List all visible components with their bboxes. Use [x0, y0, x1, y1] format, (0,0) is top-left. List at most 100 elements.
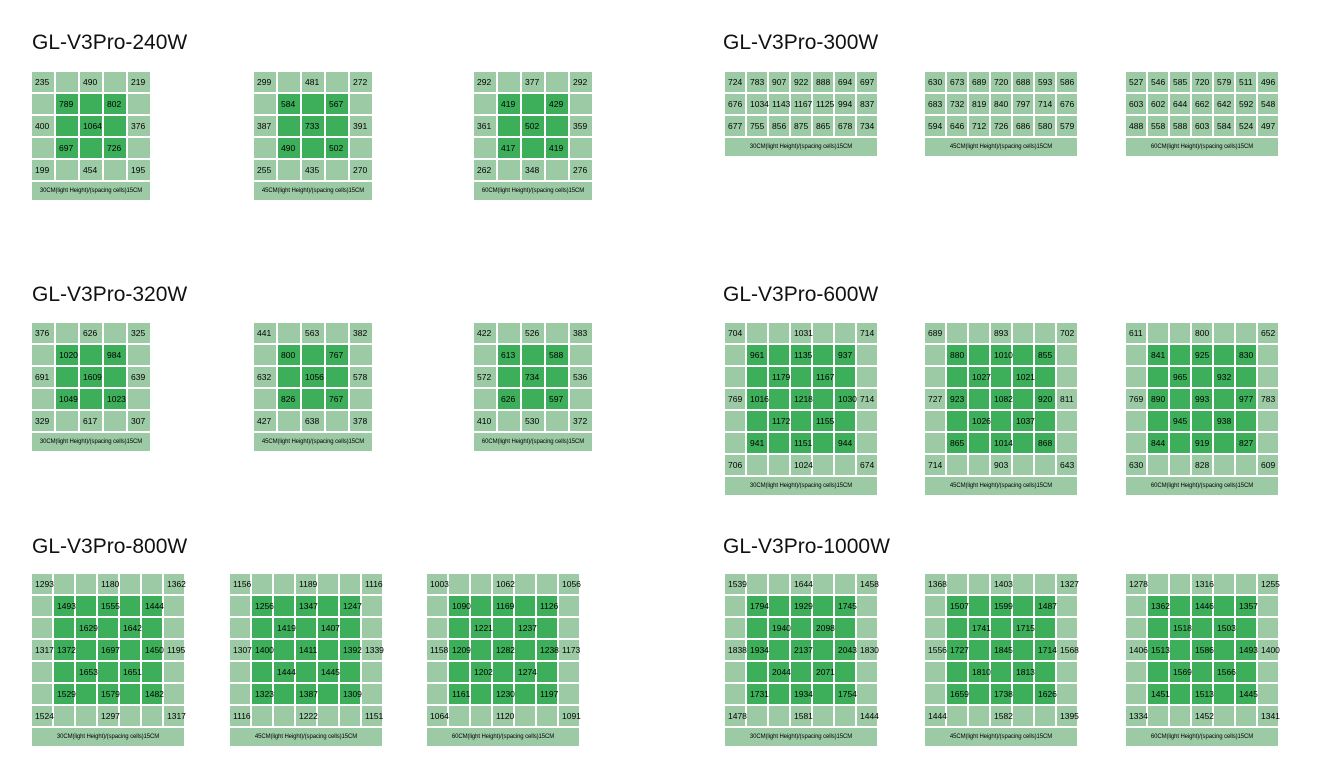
ppfd-cell: 1745: [835, 596, 857, 616]
grid-caption: 60CM(light Height)/(spacing cells)15CM: [1126, 477, 1278, 495]
ppfd-cell: [449, 706, 469, 726]
ppfd-cell: 1697: [98, 640, 120, 660]
ppfd-cell: [725, 433, 745, 453]
ppfd-cell: [559, 684, 579, 704]
grid-caption: 60CM(light Height)/(spacing cells)15CM: [427, 728, 579, 746]
product-title: GL-V3Pro-800W: [32, 535, 188, 558]
ppfd-cell: [947, 574, 967, 594]
ppfd-cell: [857, 345, 877, 365]
ppfd-cell: 1167: [813, 367, 834, 387]
grid-row: 417 419: [474, 138, 592, 158]
ppfd-grid: 1278 1316 1255 1362 1446 1357 1518 1503 1406 1513…: [1126, 574, 1280, 746]
ppfd-cell: 639: [128, 367, 150, 387]
ppfd-cell: 919: [1192, 433, 1212, 453]
ppfd-cell: 855: [1035, 345, 1055, 365]
ppfd-cell: 1451: [1148, 684, 1170, 704]
ppfd-cell: 1064: [80, 116, 102, 136]
ppfd-cell: [522, 138, 544, 158]
ppfd-cell: 789: [56, 94, 78, 114]
ppfd-cell: 235: [32, 72, 54, 92]
ppfd-cell: 797: [1013, 94, 1033, 114]
ppfd-cell: 502: [326, 138, 348, 158]
ppfd-cell: 609: [1258, 455, 1278, 475]
ppfd-cell: 875: [791, 116, 811, 136]
ppfd-cell: [254, 389, 276, 409]
ppfd-cell: [474, 345, 496, 365]
ppfd-cell: 800: [278, 345, 300, 365]
ppfd-cell: [515, 684, 535, 704]
grid-row: 262 348 276: [474, 160, 592, 180]
ppfd-grid-table: 630 673 689 720 688 593 586 683 732 819 840 797 714 6…: [923, 70, 1079, 158]
grid-row: 727 923 1082 920 811: [925, 389, 1077, 409]
ppfd-cell: 932: [1214, 367, 1234, 387]
ppfd-cell: [76, 574, 96, 594]
ppfd-cell: [925, 618, 945, 638]
grid-row: 1027 1021: [925, 367, 1077, 387]
ppfd-cell: [230, 596, 250, 616]
ppfd-cell: 903: [991, 455, 1011, 475]
ppfd-cell: [120, 684, 140, 704]
ppfd-cell: [120, 706, 140, 726]
ppfd-cell: [1013, 323, 1033, 343]
grid-row: 1334 1452 1341: [1126, 706, 1280, 726]
ppfd-cell: [471, 684, 491, 704]
product-title: GL-V3Pro-1000W: [723, 535, 890, 558]
ppfd-cell: 1341: [1258, 706, 1280, 726]
ppfd-cell: [769, 640, 789, 660]
ppfd-cell: [1057, 596, 1077, 616]
ppfd-cell: 1830: [857, 640, 879, 660]
ppfd-cell: 613: [498, 345, 520, 365]
product-title: GL-V3Pro-300W: [723, 31, 879, 54]
ppfd-cell: [1258, 662, 1278, 682]
ppfd-cell: 488: [1126, 116, 1146, 136]
ppfd-cell: 2137: [791, 640, 813, 660]
ppfd-cell: [1126, 367, 1146, 387]
ppfd-cell: 662: [1192, 94, 1212, 114]
ppfd-cell: 1539: [725, 574, 747, 594]
ppfd-cell: [559, 662, 579, 682]
ppfd-cell: 945: [1170, 411, 1190, 431]
ppfd-cell: [537, 662, 557, 682]
ppfd-cell: 2098: [813, 618, 835, 638]
grid-row: 488 558 588 603 584 524 497: [1126, 116, 1278, 136]
ppfd-cell: [1258, 345, 1278, 365]
ppfd-cell: 783: [747, 72, 767, 92]
product-title: GL-V3Pro-240W: [32, 31, 188, 54]
ppfd-cell: [522, 389, 544, 409]
ppfd-cell: 977: [1236, 389, 1256, 409]
ppfd-cell: 511: [1236, 72, 1256, 92]
ppfd-cell: [56, 160, 78, 180]
ppfd-cell: 292: [474, 72, 496, 92]
ppfd-cell: 1493: [1236, 640, 1258, 660]
ppfd-grid-table: 1368 1403 1327 1507 1599 1487 1741 1715 1556 1727…: [923, 572, 1079, 748]
grid-row: 844 919 827: [1126, 433, 1278, 453]
ppfd-grid-table: 1003 1062 1056 1090 1169 1126 1221 1237 1158 1209…: [425, 572, 581, 748]
ppfd-cell: 383: [570, 323, 592, 343]
ppfd-cell: [1148, 662, 1168, 682]
ppfd-cell: 734: [857, 116, 877, 136]
ppfd-cell: 1278: [1126, 574, 1148, 594]
ppfd-cell: [1148, 455, 1168, 475]
grid-row: 880 1010 855: [925, 345, 1077, 365]
ppfd-cell: [427, 618, 447, 638]
ppfd-cell: [969, 389, 989, 409]
ppfd-cell: [1148, 706, 1168, 726]
grid-caption: 30CM(light Height)/(spacing cells)15CM: [725, 728, 877, 746]
ppfd-grid: 299 481 272 584 567 387 733 391 490 502 255 435 270 4…: [254, 72, 372, 200]
product-title: GL-V3Pro-600W: [723, 283, 879, 306]
ppfd-cell: [1035, 323, 1055, 343]
ppfd-cell: 1056: [302, 367, 324, 387]
grid-row: 1256 1347 1247: [230, 596, 382, 616]
ppfd-cell: [318, 684, 338, 704]
ppfd-cell: [769, 455, 789, 475]
ppfd-cell: [791, 662, 811, 682]
grid-row: 419 429: [474, 94, 592, 114]
ppfd-grid: 689 893 702 880 1010 855 1027 1021 727 923 1082 920…: [925, 323, 1077, 495]
ppfd-cell: 1444: [925, 706, 947, 726]
ppfd-cell: 720: [1192, 72, 1212, 92]
grid-row: 1741 1715: [925, 618, 1077, 638]
ppfd-cell: 826: [278, 389, 300, 409]
ppfd-cell: [1214, 455, 1234, 475]
ppfd-cell: 372: [570, 411, 592, 431]
ppfd-cell: 811: [1057, 389, 1077, 409]
